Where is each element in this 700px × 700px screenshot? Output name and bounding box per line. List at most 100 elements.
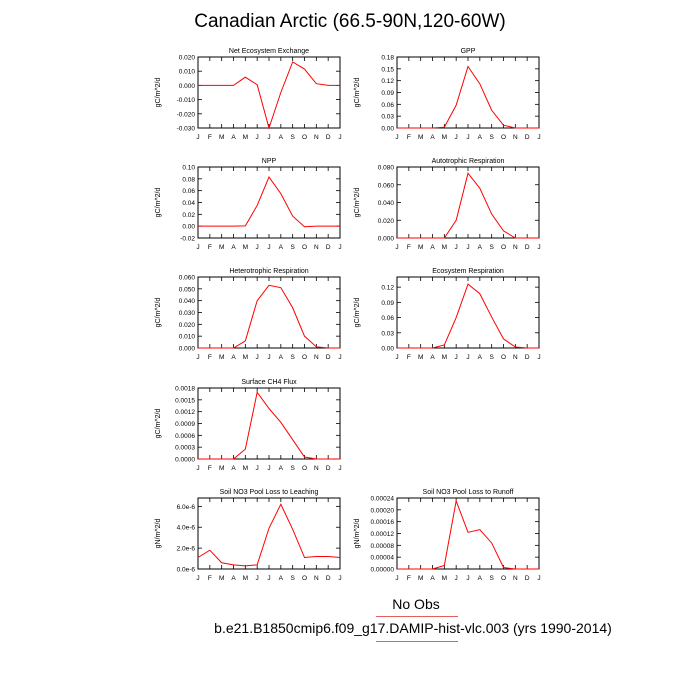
y-tick-label: 0.000 xyxy=(179,83,196,90)
y-axis-label: gC/m^2/d xyxy=(155,188,162,218)
y-tick-label: 0.0000 xyxy=(175,457,195,464)
x-tick-label: F xyxy=(208,354,212,361)
x-tick-label: J xyxy=(537,244,540,251)
y-tick-label: 0.0015 xyxy=(175,397,195,404)
x-tick-label: D xyxy=(326,354,331,361)
y-axis-label: gC/m^2/d xyxy=(354,78,361,108)
panel-title: Soil NO3 Pool Loss to Leaching xyxy=(220,489,319,496)
x-tick-label: A xyxy=(430,244,435,251)
x-tick-label: J xyxy=(466,244,469,251)
y-tick-label: 0.00004 xyxy=(371,555,395,562)
x-tick-label: J xyxy=(256,244,259,251)
y-tick-label: 0.040 xyxy=(378,200,395,207)
x-tick-label: J xyxy=(196,244,199,251)
x-tick-label: D xyxy=(326,575,331,582)
x-tick-label: O xyxy=(501,134,506,141)
y-tick-label: 0.000 xyxy=(179,346,196,353)
y-tick-label: 0.060 xyxy=(179,275,196,282)
x-tick-label: J xyxy=(455,134,458,141)
x-tick-label: S xyxy=(290,465,295,472)
panel-1: GPPgC/m^2/d0.180.150.120.090.060.030.00J… xyxy=(354,48,541,141)
x-tick-label: F xyxy=(208,134,212,141)
case-caption: b.e21.B1850cmip6.f09_g17.DAMIP-hist-vlc.… xyxy=(214,620,612,636)
y-axis-label: gC/m^2/d xyxy=(354,298,361,328)
series-line xyxy=(198,391,340,460)
x-tick-label: M xyxy=(442,134,447,141)
y-tick-label: 0.00000 xyxy=(371,567,395,574)
panel-title: Surface CH4 Flux xyxy=(241,379,297,386)
x-tick-label: J xyxy=(196,465,199,472)
y-axis-label: gC/m^2/d xyxy=(155,409,162,439)
x-tick-label: M xyxy=(243,134,248,141)
y-tick-label: 0.09 xyxy=(381,90,394,97)
x-tick-label: A xyxy=(279,465,284,472)
x-tick-label: J xyxy=(256,465,259,472)
x-tick-label: A xyxy=(279,134,284,141)
series-line xyxy=(198,61,340,130)
y-tick-label: 6.0e-6 xyxy=(177,504,196,511)
x-tick-label: O xyxy=(501,244,506,251)
y-tick-label: 0.0e-6 xyxy=(177,567,196,574)
x-tick-label: J xyxy=(196,575,199,582)
x-tick-label: J xyxy=(338,244,341,251)
plot-frame xyxy=(396,276,540,349)
y-tick-label: 0.06 xyxy=(381,102,394,109)
x-tick-label: O xyxy=(302,465,307,472)
x-tick-label: J xyxy=(395,134,398,141)
x-tick-label: J xyxy=(196,354,199,361)
x-tick-label: J xyxy=(395,354,398,361)
x-tick-label: A xyxy=(478,134,483,141)
panel-5: Ecosystem Respiration gC/m^2/d 0.12 0.09 0.0… xyxy=(354,268,541,361)
x-tick-label: F xyxy=(208,465,212,472)
x-tick-label: J xyxy=(196,134,199,141)
legend-no-obs: No Obs xyxy=(392,596,440,612)
plot-frame xyxy=(197,56,341,129)
y-tick-label: 0.000 xyxy=(378,236,395,243)
x-tick-label: S xyxy=(489,244,494,251)
panel-title: GPP xyxy=(461,48,476,55)
x-tick-label: J xyxy=(466,134,469,141)
x-tick-label: D xyxy=(326,244,331,251)
x-tick-label: M xyxy=(243,575,248,582)
y-tick-label: 0.0018 xyxy=(175,386,195,393)
x-tick-label: A xyxy=(231,354,236,361)
y-tick-label: 0.03 xyxy=(381,330,394,337)
x-tick-label: M xyxy=(219,244,224,251)
x-tick-label: J xyxy=(466,575,469,582)
x-tick-label: M xyxy=(219,134,224,141)
x-tick-label: F xyxy=(407,244,411,251)
y-tick-label: 0.12 xyxy=(381,78,394,85)
panel-title: Ecosystem Respiration xyxy=(432,268,504,275)
y-axis-label: gN/m^2/d xyxy=(155,519,162,549)
y-tick-label: 0.18 xyxy=(381,55,394,62)
x-tick-label: J xyxy=(256,354,259,361)
plot-frame xyxy=(197,387,341,460)
x-tick-label: A xyxy=(279,354,284,361)
panel-title: Autotrophic Respiration xyxy=(432,158,505,165)
y-tick-label: -0.030 xyxy=(177,126,196,133)
panel-title: Soil NO3 Pool Loss to Runoff xyxy=(423,489,514,496)
x-tick-label: J xyxy=(338,465,341,472)
y-tick-label: 0.12 xyxy=(381,285,394,292)
x-tick-label: M xyxy=(418,134,423,141)
y-axis-label: gC/m^2/d xyxy=(354,188,361,218)
x-tick-label: J xyxy=(256,575,259,582)
y-tick-label: 0.00008 xyxy=(371,543,395,550)
x-tick-label: J xyxy=(455,244,458,251)
x-tick-label: J xyxy=(395,575,398,582)
x-tick-label: O xyxy=(302,354,307,361)
x-tick-label: N xyxy=(314,244,319,251)
y-tick-label: 0.03 xyxy=(381,114,394,121)
x-tick-label: D xyxy=(525,244,530,251)
y-tick-label: 0.030 xyxy=(179,310,196,317)
y-tick-label: 0.02 xyxy=(182,212,195,219)
x-tick-label: D xyxy=(525,134,530,141)
x-tick-label: S xyxy=(290,575,295,582)
x-tick-label: O xyxy=(302,134,307,141)
y-tick-label: 0.00012 xyxy=(371,531,395,538)
x-tick-label: F xyxy=(407,575,411,582)
y-tick-label: 0.0006 xyxy=(175,433,195,440)
x-tick-label: J xyxy=(267,575,270,582)
x-tick-label: D xyxy=(525,575,530,582)
x-tick-label: O xyxy=(501,575,506,582)
